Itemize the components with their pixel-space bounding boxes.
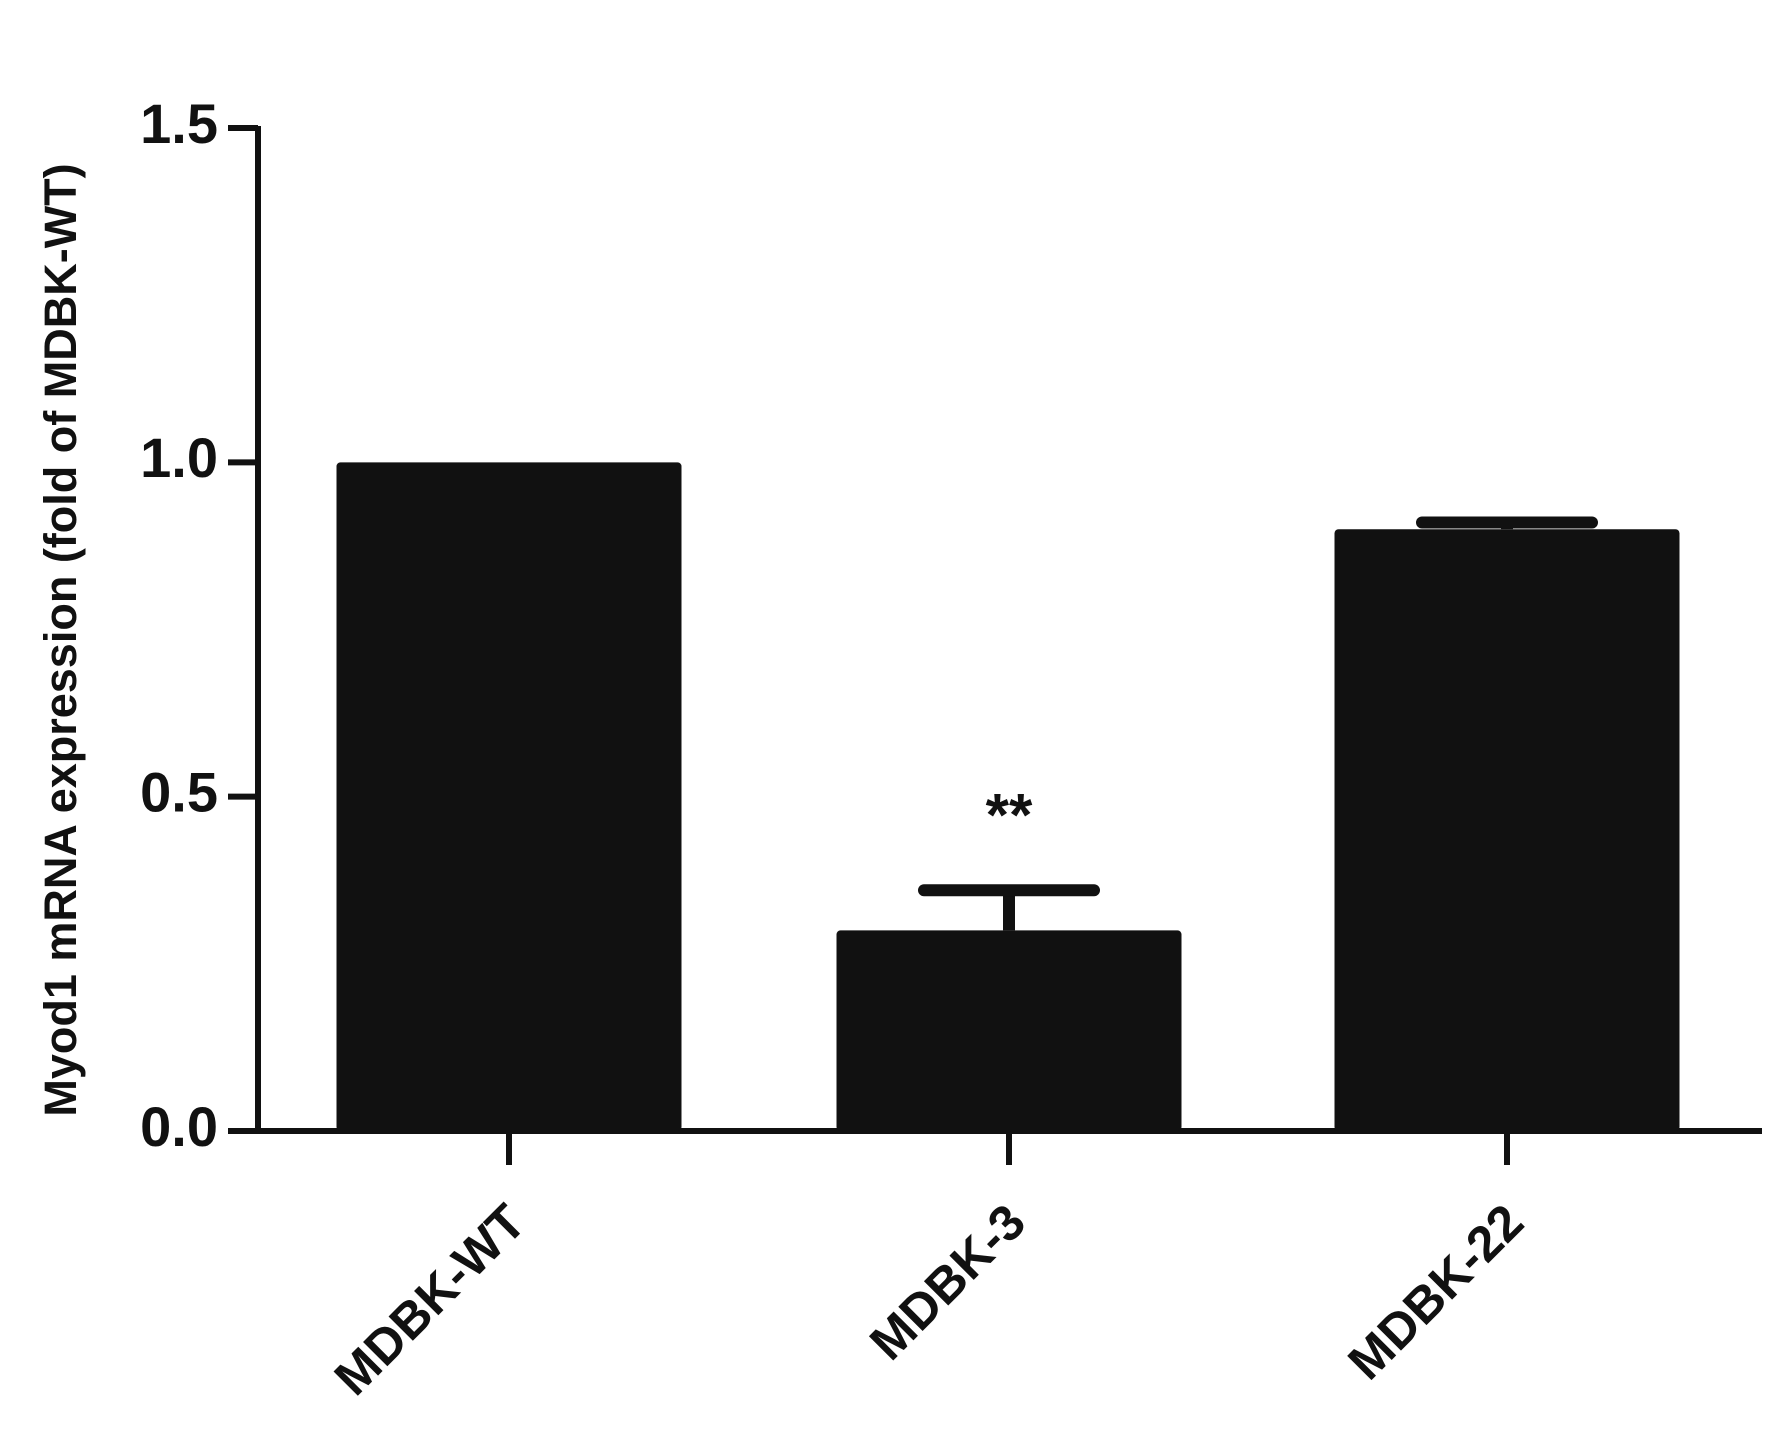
- y-axis-label: Myod1 mRNA expression (fold of MDBK-WT): [35, 163, 86, 1116]
- y-tick-label: 1.0: [140, 426, 218, 489]
- annotation: **: [986, 781, 1033, 848]
- y-tick-label: 1.5: [140, 92, 218, 155]
- y-tick-label: 0.5: [140, 760, 218, 823]
- bar: [336, 462, 682, 1131]
- x-tick-label: MDBK-WT: [324, 1194, 536, 1406]
- x-tick-label: MDBK-22: [1337, 1194, 1534, 1391]
- bar: [1334, 529, 1680, 1131]
- bar: [836, 930, 1182, 1131]
- y-tick-label: 0.0: [140, 1095, 218, 1158]
- x-tick-label: MDBK-3: [859, 1194, 1036, 1371]
